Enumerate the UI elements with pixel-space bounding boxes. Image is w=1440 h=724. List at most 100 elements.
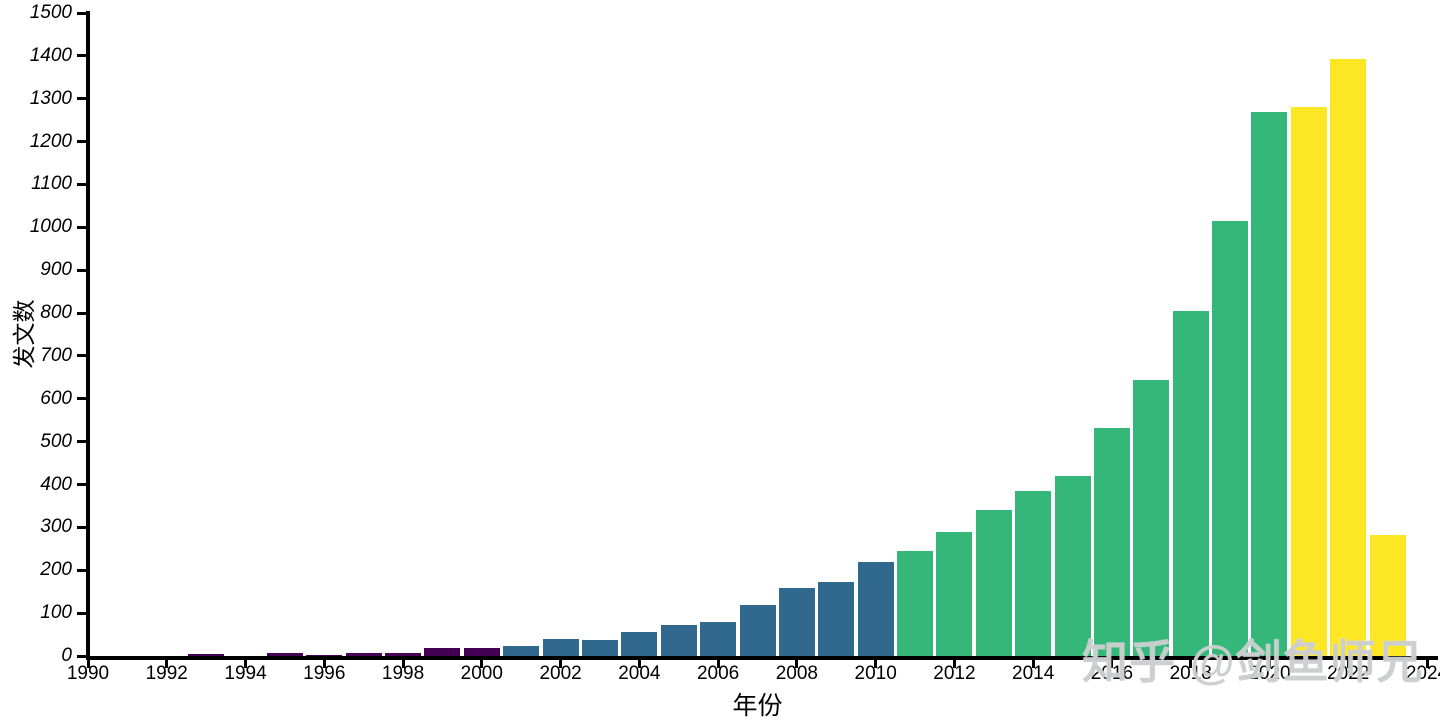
y-tick-1200 <box>77 140 87 144</box>
y-tick-700 <box>77 354 87 358</box>
y-tick-label-600: 600 <box>40 387 72 409</box>
bar-1999 <box>424 648 461 656</box>
x-axis-title: 年份 <box>732 693 783 720</box>
y-tick-400 <box>77 483 87 487</box>
x-tick-1990 <box>86 659 90 668</box>
x-tick-2020 <box>1267 659 1271 668</box>
x-tick-label-2014: 2014 <box>1012 663 1055 684</box>
bar-2009 <box>818 582 855 656</box>
bar-1997 <box>345 653 382 656</box>
x-tick-label-1992: 1992 <box>145 663 188 684</box>
bar-2000 <box>463 648 500 656</box>
bar-2022 <box>1330 59 1367 656</box>
y-tick-label-1100: 1100 <box>31 173 72 195</box>
bar-2005 <box>660 624 697 656</box>
x-tick-2018 <box>1189 659 1193 668</box>
bar-2008 <box>778 588 815 656</box>
bar-2006 <box>700 622 737 656</box>
bar-2021 <box>1290 107 1327 656</box>
x-tick-label-1996: 1996 <box>303 663 346 684</box>
bar-1993 <box>188 654 225 656</box>
y-tick-label-1300: 1300 <box>29 87 72 109</box>
y-tick-label-0: 0 <box>61 645 72 666</box>
watermark: 知乎 @剑鱼师兄 <box>1082 636 1424 688</box>
bar-2014 <box>1015 490 1052 656</box>
x-tick-label-2004: 2004 <box>618 663 661 684</box>
x-tick-2022 <box>1346 659 1350 668</box>
x-tick-label-1994: 1994 <box>224 663 267 684</box>
x-tick-label-2012: 2012 <box>933 663 976 684</box>
x-tick-label-2008: 2008 <box>775 663 819 684</box>
y-tick-0 <box>77 654 87 658</box>
y-tick-800 <box>77 311 87 315</box>
x-tick-label-2022: 2022 <box>1327 663 1370 684</box>
x-tick-2014 <box>1031 659 1035 668</box>
x-tick-1994 <box>244 659 248 668</box>
bar-1998 <box>385 652 422 656</box>
y-tick-label-900: 900 <box>40 259 72 281</box>
bar-2019 <box>1212 220 1249 656</box>
y-tick-label-400: 400 <box>40 473 72 495</box>
x-tick-label-2000: 2000 <box>460 663 503 684</box>
x-tick-2006 <box>716 659 720 668</box>
x-tick-1996 <box>322 659 326 668</box>
y-tick-1100 <box>77 182 87 186</box>
x-tick-2008 <box>795 659 799 668</box>
x-tick-1998 <box>401 659 405 668</box>
y-tick-1500 <box>77 11 87 15</box>
y-tick-label-700: 700 <box>40 344 72 366</box>
x-tick-label-2018: 2018 <box>1169 663 1212 684</box>
bar-2010 <box>857 561 894 656</box>
y-tick-1000 <box>77 225 87 229</box>
y-tick-500 <box>77 440 87 444</box>
bar-2017 <box>1133 380 1170 656</box>
y-tick-label-1200: 1200 <box>29 130 72 152</box>
bar-1996 <box>306 654 343 656</box>
y-tick-1300 <box>77 97 87 101</box>
bar-2012 <box>936 531 973 656</box>
x-tick-label-2010: 2010 <box>854 663 897 684</box>
y-tick-200 <box>77 568 87 572</box>
y-tick-300 <box>77 525 87 529</box>
x-tick-2010 <box>874 659 878 668</box>
bar-2007 <box>739 605 776 656</box>
y-tick-600 <box>77 397 87 401</box>
plot-area: 发文数 0 100 200 300 400 500 600 700 800 900 1000 1100… <box>12 2 1440 684</box>
bar-2002 <box>542 638 579 656</box>
y-tick-label-1500: 1500 <box>29 2 72 23</box>
y-tick-label-100: 100 <box>40 602 72 624</box>
bar-2001 <box>503 645 540 656</box>
bar-2020 <box>1251 111 1288 656</box>
bar-1995 <box>266 652 303 656</box>
y-tick-label-1400: 1400 <box>29 44 72 66</box>
y-tick-label-300: 300 <box>40 516 72 538</box>
x-tick-label-2006: 2006 <box>696 663 740 684</box>
bar-2016 <box>1093 428 1130 656</box>
y-tick-label-500: 500 <box>40 430 72 452</box>
bar-2004 <box>621 631 658 656</box>
x-tick-label-2020: 2020 <box>1248 663 1291 684</box>
y-axis-line <box>86 11 90 660</box>
x-tick-label-2016: 2016 <box>1090 663 1134 684</box>
x-tick-label-1990: 1990 <box>66 663 110 684</box>
bar-2015 <box>1054 475 1091 656</box>
bar-2018 <box>1172 310 1209 656</box>
bar-2023 <box>1369 534 1406 656</box>
y-tick-1400 <box>77 54 87 58</box>
y-tick-label-1000: 1000 <box>29 216 72 238</box>
x-tick-2016 <box>1110 659 1114 668</box>
x-tick-2002 <box>559 659 563 668</box>
x-tick-2024 <box>1425 659 1429 668</box>
x-tick-label-2024: 2024 <box>1405 663 1440 684</box>
bar-2003 <box>581 639 618 656</box>
y-tick-900 <box>77 268 87 272</box>
x-tick-2000 <box>480 659 484 668</box>
x-axis-line <box>86 656 1438 660</box>
x-tick-2012 <box>952 659 956 668</box>
x-tick-2004 <box>637 659 641 668</box>
x-tick-label-2002: 2002 <box>539 663 582 684</box>
y-tick-label-200: 200 <box>40 559 72 581</box>
y-tick-label-800: 800 <box>40 302 72 324</box>
x-tick-label-1998: 1998 <box>381 663 425 684</box>
